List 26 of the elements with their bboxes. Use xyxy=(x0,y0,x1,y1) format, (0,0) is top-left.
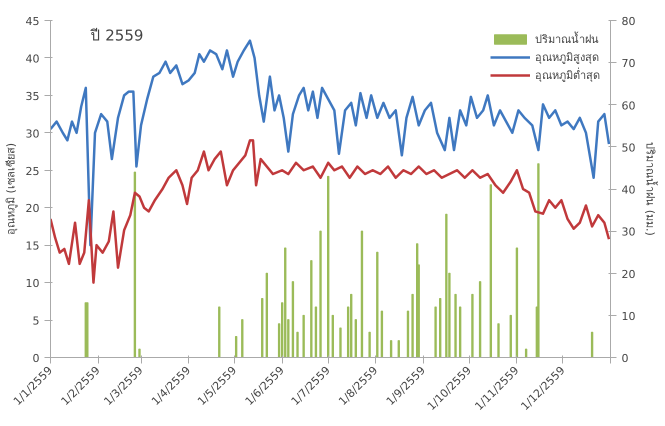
y2-tick-label: 40 xyxy=(622,184,636,196)
y-tick-label: 0 xyxy=(32,352,40,365)
y-tick-label: 5 xyxy=(32,314,40,328)
legend-label: อุณหภูมิสูงสุด xyxy=(535,50,599,66)
text: ปี 2559 xyxy=(90,26,144,44)
y-tick-label: 45 xyxy=(26,15,40,28)
y-tick-label: 15 xyxy=(26,240,40,253)
legend-label: ปริมาณน้ำฝน xyxy=(535,30,599,48)
y2-tick-label: 70 xyxy=(622,57,636,70)
y-tick-label: 25 xyxy=(26,164,40,178)
y-tick-label: 35 xyxy=(26,90,40,103)
y-tick-label: 40 xyxy=(26,52,40,66)
y2-tick-label: 20 xyxy=(622,268,636,281)
y2-tick-label: 0 xyxy=(622,352,628,365)
legend-label: อุณหภูมิต่ำสุด xyxy=(535,66,600,84)
line-series xyxy=(50,139,610,284)
y2-tick-label: 80 xyxy=(622,15,636,28)
y-tick-label: 10 xyxy=(26,277,40,290)
y-axis-title: อุณหภูมิ (เซลเซียส) xyxy=(4,142,18,236)
y2-axis-title: ปริมาณน้ำฝน (มม.) xyxy=(643,142,658,236)
y-tick-label: 20 xyxy=(26,202,40,216)
y2-tick-label: 30 xyxy=(622,226,636,239)
y2-tick-label: 10 xyxy=(622,310,636,323)
y-tick-label: 30 xyxy=(26,127,40,140)
y2-tick-label: 50 xyxy=(622,141,636,154)
y2-tick-label: 60 xyxy=(622,99,636,112)
